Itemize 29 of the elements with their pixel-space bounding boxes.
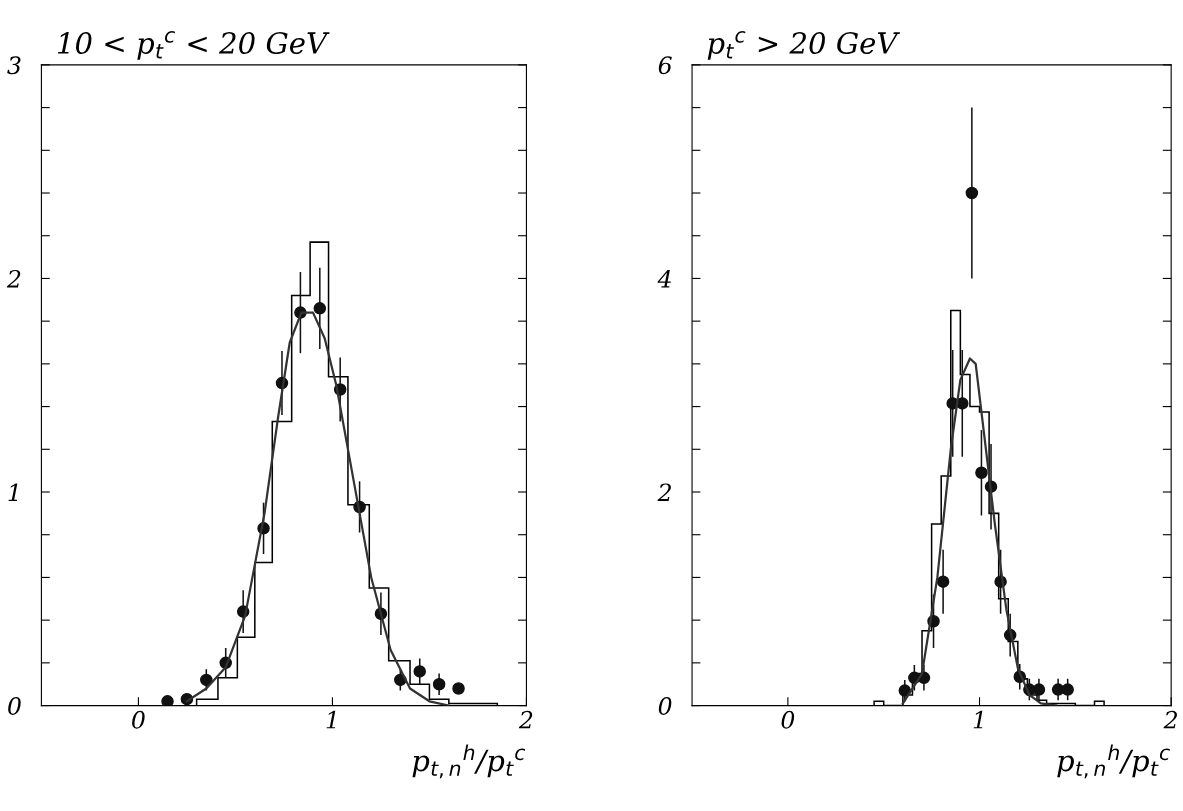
point xyxy=(313,302,327,315)
x-tick-label: 2 xyxy=(1163,710,1177,729)
point xyxy=(975,466,988,480)
x-axis-title: p$_{t,n}$$^{h}$/p$_{t}$$^{c}$ xyxy=(1057,744,1170,779)
y-tick-label: 0 xyxy=(658,697,672,715)
point xyxy=(161,695,174,706)
x-tick-label: 0 xyxy=(132,710,145,729)
line-series xyxy=(901,357,1058,706)
y-tick-label: 0 xyxy=(8,697,21,715)
point xyxy=(413,665,426,678)
y-tick-label: 1 xyxy=(8,483,18,501)
y-tick-label: 6 xyxy=(658,56,672,75)
point xyxy=(452,682,465,695)
y-tick-label: 2 xyxy=(6,269,21,288)
point xyxy=(936,575,950,588)
y-tick-label: 4 xyxy=(657,269,671,288)
point xyxy=(432,677,446,691)
x-axis-title: p$_{t,n}$$^{h}$/p$_{t}$$^{c}$ xyxy=(412,744,526,779)
x-tick-label: 0 xyxy=(781,710,795,729)
x-tick-label: 1 xyxy=(326,710,336,729)
y-tick-label: 2 xyxy=(657,483,671,501)
x-tick-label: 2 xyxy=(518,710,533,729)
chart-title: p$_{t}$$^{c}$ > 20 GeV xyxy=(707,31,900,60)
point xyxy=(200,673,213,687)
point xyxy=(1032,683,1046,696)
chart-title: 10 < p$_{t}$$^{c}$ < 20 GeV xyxy=(57,31,330,60)
y-tick-label: 3 xyxy=(7,56,21,75)
point xyxy=(965,186,979,200)
x-tick-label: 1 xyxy=(973,710,983,729)
